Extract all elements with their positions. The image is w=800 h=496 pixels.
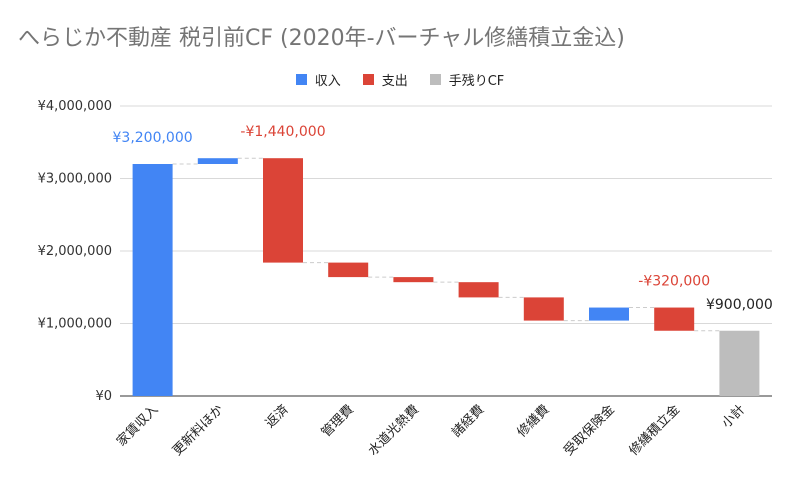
legend-swatch-income [295,74,307,85]
legend-label-income: 収入 [314,74,341,89]
x-tick-label: 小計 [719,402,749,432]
y-tick-label: ¥3,000,000 [38,172,112,187]
y-tick-label: ¥1,000,000 [38,317,112,332]
legend-item-expense[interactable]: 支出 [362,70,408,89]
legend-swatch-net-cf [429,74,441,85]
chart-card: へらじか不動産 税引前CF (2020年-バーチャル修繕積立金込) 収入 支出 … [6,6,794,490]
bar-0 [132,164,173,396]
legend-item-net-cf[interactable]: 手残りCF [429,70,505,89]
legend-label-net-cf: 手残りCF [448,74,505,89]
chart-legend: 収入 支出 手残りCF [6,70,794,89]
x-tick-label: 返済 [262,402,292,432]
chart-title: へらじか不動産 税引前CF (2020年-バーチャル修繕積立金込) [18,26,625,51]
bar-3 [328,262,369,278]
x-tick-label: 受取保険金 [561,402,618,459]
y-tick-label: ¥4,000,000 [38,99,112,114]
x-tick-label: 修繕積立金 [626,402,683,459]
x-tick-label: 諸経費 [449,402,488,441]
x-tick-label: 水道光熱費 [366,402,423,459]
data-label: ¥900,000 [706,297,773,313]
bar-2 [263,158,303,263]
bar-8 [654,307,695,331]
waterfall-chart: ¥0 ¥1,000,000 ¥2,000,000 ¥3,000,000 ¥4,000,0… [38,99,773,459]
x-tick-label: 修繕費 [514,402,553,441]
x-tick-label: 管理費 [319,402,357,440]
bar-9 [719,330,760,396]
bar-7 [589,307,629,321]
data-label: -¥320,000 [638,274,710,290]
bar-1 [197,158,238,164]
bar-4 [393,277,434,283]
y-tick-label: ¥0 [95,389,112,404]
bar-5 [458,282,499,298]
y-tick-label: ¥2,000,000 [38,244,112,259]
data-label: -¥1,440,000 [240,124,325,140]
legend-item-income[interactable]: 収入 [295,70,341,89]
legend-swatch-expense [362,74,374,85]
legend-label-expense: 支出 [381,74,408,89]
x-tick-label: 更新料ほか [169,402,226,459]
bar-6 [523,297,564,321]
data-label: ¥3,200,000 [113,130,193,146]
x-tick-label: 家賃収入 [113,402,161,450]
